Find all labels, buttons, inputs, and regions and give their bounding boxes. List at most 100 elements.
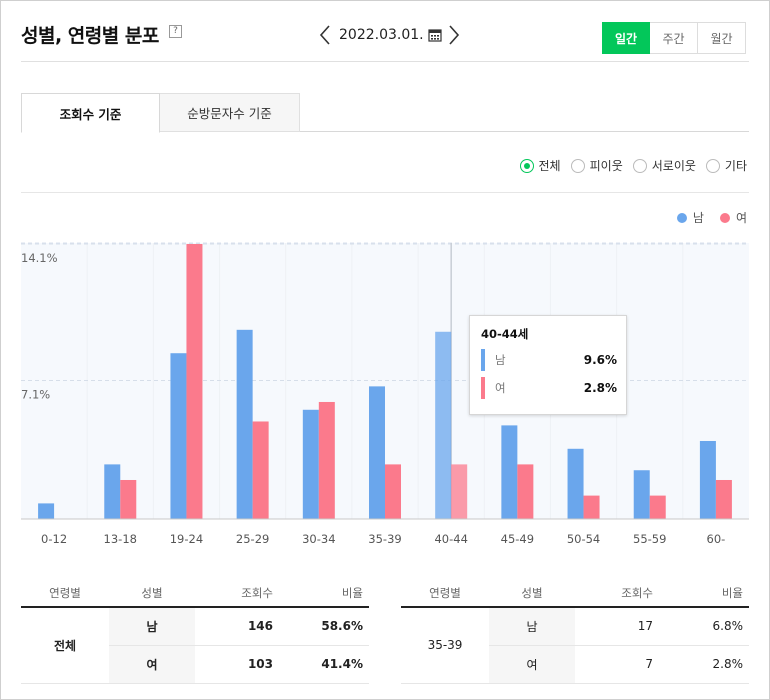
filter-label: 기타: [724, 159, 747, 173]
filter-all-radio[interactable]: 전체: [519, 157, 561, 174]
ratio-cell: 2.8%: [661, 645, 749, 684]
ratio-cell: 6.8%: [661, 607, 749, 646]
x-tick-label: 35-39: [368, 532, 401, 546]
y-tick-label: 14.1%: [21, 251, 58, 265]
bar-female: [120, 479, 137, 519]
x-tick-label: 13-18: [104, 532, 137, 546]
help-icon[interactable]: ?: [169, 25, 182, 38]
table-row: 35-39 남 17 6.8%: [401, 607, 749, 684]
gender-cell: 여: [489, 645, 575, 684]
count-cell: 7: [575, 645, 661, 684]
period-daily-button[interactable]: 일간: [602, 22, 650, 54]
tooltip-row-female: 여 2.8%: [481, 377, 617, 399]
gender-cell: 남: [109, 607, 195, 646]
bar-male: [38, 503, 55, 519]
chart-tooltip: 40-44세 남 9.6% 여 2.8%: [469, 315, 627, 415]
filter-mutual-radio[interactable]: 서로이웃: [632, 157, 696, 174]
calendar-icon[interactable]: [428, 28, 442, 42]
bar-female: [715, 479, 732, 519]
tab-unique-visitors[interactable]: 순방문자수 기준: [160, 93, 300, 132]
tab-views[interactable]: 조회수 기준: [21, 93, 160, 133]
tooltip-value: 2.8%: [583, 381, 617, 395]
x-tick-label: 30-34: [302, 532, 335, 546]
col-header: 연령별: [401, 579, 489, 608]
tooltip-swatch: [481, 349, 485, 371]
next-date-button[interactable]: [446, 23, 462, 47]
filter-label: 전체: [538, 159, 561, 173]
page-title: 성별, 연령별 분포: [21, 25, 159, 47]
y-tick-label: 7.1%: [21, 388, 50, 402]
chart-legend: 남 여: [676, 209, 747, 226]
bar-male: [170, 353, 187, 519]
table-row: 여 7 2.8%: [401, 645, 749, 684]
x-tick-label: 45-49: [501, 532, 534, 546]
period-monthly-button[interactable]: 월간: [698, 22, 746, 54]
filter-label: 서로이웃: [651, 159, 696, 173]
group-cell: 전체: [21, 607, 109, 684]
col-header: 성별: [489, 579, 575, 608]
bar-male: [501, 425, 518, 519]
bar-female: [583, 495, 600, 519]
bar-male: [236, 329, 253, 519]
tooltip-label: 여: [495, 381, 506, 395]
bar-male: [302, 409, 319, 519]
filter-neighbor-radio[interactable]: 피이웃: [570, 157, 623, 174]
bar-female: [252, 421, 269, 519]
gender-cell: 여: [109, 645, 195, 684]
bar-female: [649, 495, 666, 519]
x-tick-label: 40-44: [434, 532, 467, 546]
x-tick-label: 19-24: [170, 532, 203, 546]
legend-dot-icon: [719, 212, 730, 223]
col-header: 조회수: [575, 579, 661, 608]
age-gender-bar-chart: 14.1% 7.1% 0-12 13-18 19-24 25-29 30-34 35-39 40…: [21, 242, 749, 546]
group-cell: 35-39: [401, 607, 489, 684]
bar-male: [104, 464, 121, 519]
filter-other-radio[interactable]: 기타: [705, 157, 747, 174]
col-header: 비율: [281, 579, 369, 608]
bar-male: [567, 448, 584, 519]
table-row: 전체 남 146 58.6%: [21, 607, 369, 684]
ratio-cell: 58.6%: [281, 607, 369, 646]
chevron-right-icon: [449, 25, 459, 45]
tooltip-row-male: 남 9.6%: [481, 349, 617, 371]
table-row: 여 103 41.4%: [21, 645, 369, 684]
period-toggle: 일간 주간 월간: [602, 22, 746, 54]
tooltip-value: 9.6%: [583, 353, 617, 367]
count-cell: 103: [195, 645, 281, 684]
bar-male: [435, 331, 452, 519]
count-cell: 146: [195, 607, 281, 646]
legend-label: 남: [692, 211, 704, 225]
tooltip-label: 남: [495, 353, 506, 367]
prev-date-button[interactable]: [317, 23, 333, 47]
bar-female: [385, 464, 401, 519]
count-cell: 17: [575, 607, 661, 646]
tab-bar: 조회수 기준 순방문자수 기준: [21, 93, 749, 133]
gender-cell: 남: [489, 607, 575, 646]
x-tick-label: 55-59: [633, 532, 666, 546]
visitor-filter: 전체 피이웃 서로이웃 기타: [519, 157, 747, 174]
radio-unchecked-icon: [705, 158, 720, 173]
x-tick-label: 50-54: [567, 532, 600, 546]
period-weekly-button[interactable]: 주간: [650, 22, 698, 54]
legend-female[interactable]: 여: [719, 209, 747, 226]
stats-table-age-group: 연령별 성별 조회수 비율 35-39 남 17 6.8% 여 7 2.8%: [401, 579, 749, 684]
legend-label: 여: [735, 211, 747, 225]
stats-table-total: 연령별 성별 조회수 비율 전체 남 146 58.6% 여 103 41.4%: [21, 579, 369, 684]
bar-male: [369, 386, 385, 519]
bar-male: [699, 440, 716, 519]
divider: [21, 61, 749, 62]
date-navigator: 2022.03.01.: [317, 21, 462, 49]
x-tick-label: 25-29: [236, 532, 269, 546]
radio-checked-icon: [519, 158, 534, 173]
x-tick-label: 0-12: [41, 532, 67, 546]
radio-unchecked-icon: [570, 158, 585, 173]
x-tick-label: 60-: [707, 532, 726, 546]
tooltip-title: 40-44세: [481, 327, 529, 341]
legend-male[interactable]: 남: [676, 209, 704, 226]
col-header: 연령별: [21, 579, 109, 608]
ratio-cell: 41.4%: [281, 645, 369, 684]
legend-dot-icon: [676, 212, 687, 223]
divider: [21, 192, 749, 193]
current-date: 2022.03.01.: [339, 27, 424, 43]
